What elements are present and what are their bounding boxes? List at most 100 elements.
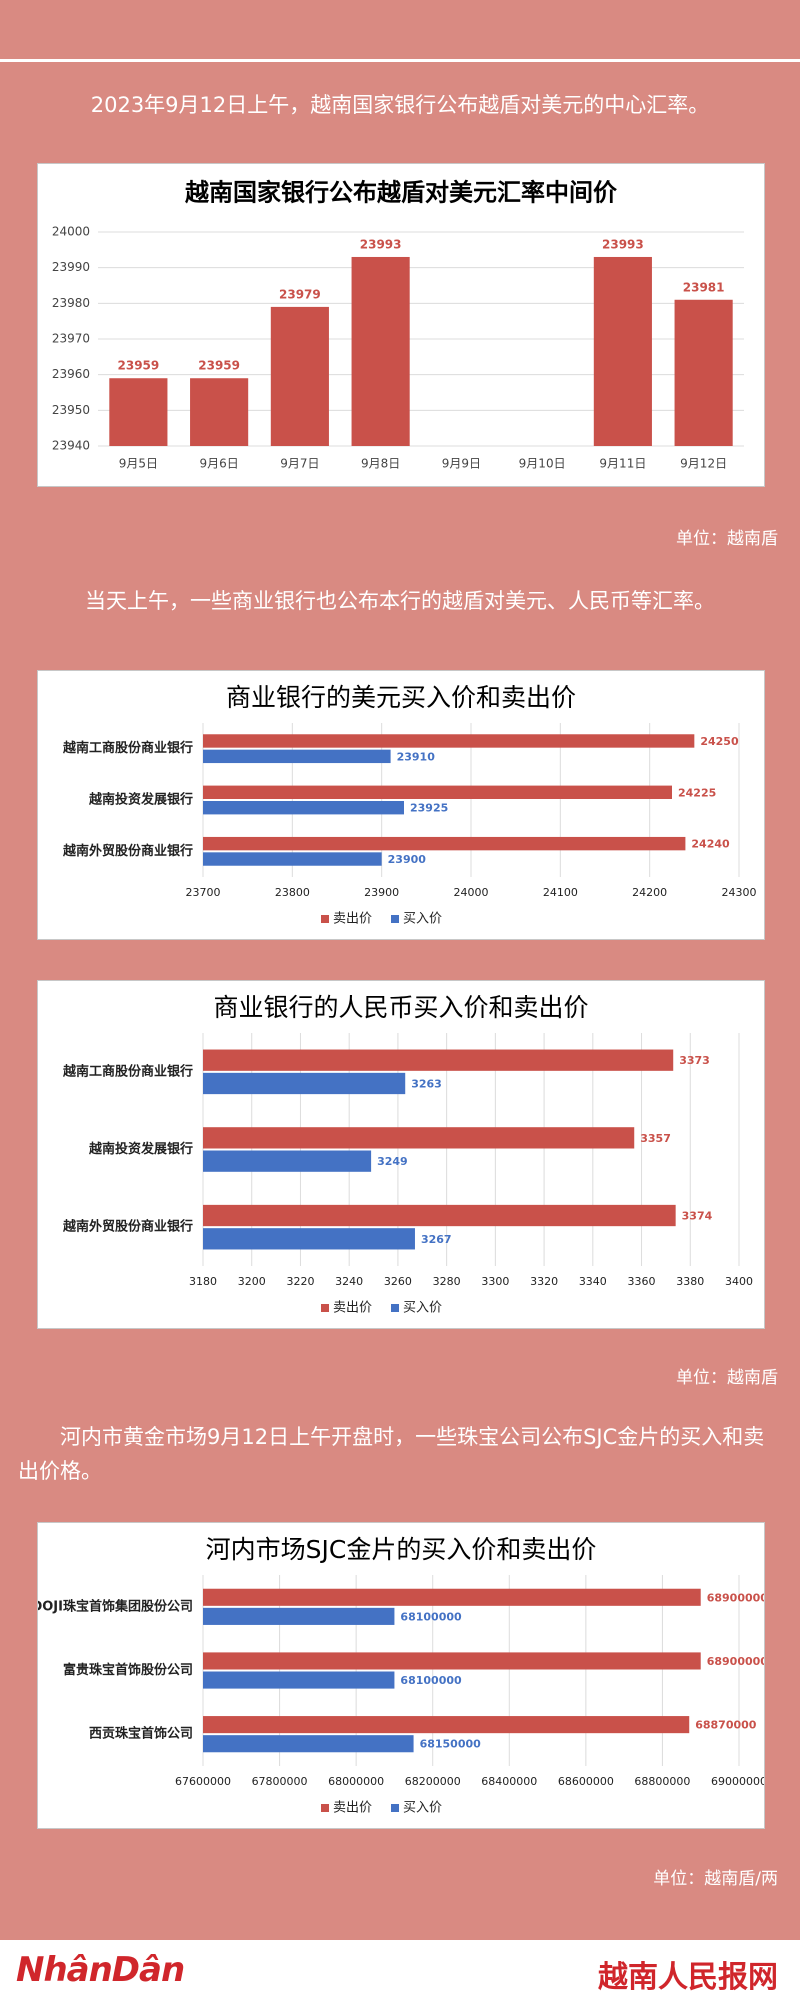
- bar: [203, 1735, 414, 1753]
- category-label: 越南外贸股份商业银行: [62, 1219, 193, 1235]
- category-label: DOJI珠宝首饰集团股份公司: [38, 1598, 193, 1614]
- x-tick-label: 3320: [530, 1275, 558, 1288]
- x-tick-label: 23800: [275, 886, 310, 899]
- x-tick-label: 3220: [286, 1275, 314, 1288]
- y-tick-label: 23940: [52, 439, 90, 453]
- chart-title: 越南国家银行公布越盾对美元汇率中间价: [185, 178, 618, 207]
- legend-swatch: [321, 1804, 329, 1812]
- intro: 河内市黄金市场9月12日上午开盘时，一些珠宝公司公布SJC金片的买入和卖出价格。: [18, 1425, 765, 1483]
- bar: [109, 378, 168, 446]
- x-tick-label: 3280: [433, 1275, 461, 1288]
- x-tick-label: 3360: [628, 1275, 656, 1288]
- bar: [203, 1150, 372, 1172]
- value-label: 3249: [377, 1155, 408, 1168]
- x-tick-label: 3300: [481, 1275, 509, 1288]
- value-label: 23993: [602, 237, 644, 251]
- x-tick-label: 68800000: [634, 1775, 690, 1788]
- bar: [203, 1228, 415, 1250]
- chart-title: 河内市场SJC金片的买入价和卖出价: [206, 1535, 597, 1564]
- bar: [674, 299, 733, 446]
- x-tick-label: 9月6日: [199, 457, 238, 471]
- footer: NhânDân 越南人民报网: [0, 1940, 800, 2000]
- chart-card: 商业银行的人民币买入价和卖出价 3180 3200 3220 3240 3260 3280 3…: [37, 980, 765, 1329]
- x-tick-label: 9月11日: [599, 457, 646, 471]
- x-tick-label: 9月12日: [680, 457, 727, 471]
- category-label: 越南投资发展银行: [88, 1141, 193, 1157]
- y-tick-label: 23970: [52, 332, 90, 346]
- y-tick-label: 24000: [52, 225, 90, 239]
- y-tick-label: 23950: [52, 403, 90, 417]
- chart: 河内市场SJC金片的买入价和卖出价 67600000 67800000 6800000…: [31, 1535, 768, 1816]
- legend-swatch: [391, 1304, 399, 1312]
- value-label: 3267: [421, 1233, 452, 1246]
- x-tick-label: 3400: [725, 1275, 753, 1288]
- value-label: 68100000: [400, 1674, 462, 1687]
- bar: [203, 801, 404, 815]
- unit-note: 单位：越南盾: [676, 1368, 778, 1388]
- bar: [203, 749, 391, 764]
- value-label: 3374: [682, 1210, 713, 1223]
- x-tick-label: 24300: [722, 886, 757, 899]
- value-label: 3373: [679, 1054, 710, 1067]
- x-tick-label: 24000: [454, 886, 489, 899]
- bar: [203, 1716, 690, 1734]
- chart-title: 商业银行的人民币买入价和卖出价: [213, 993, 588, 1022]
- x-tick-label: 3260: [384, 1275, 412, 1288]
- value-label: 3357: [640, 1132, 671, 1145]
- category-label: 富贵珠宝首饰股份公司: [63, 1662, 193, 1678]
- chart-card: 商业银行的美元买入价和卖出价 23700 23800 23900 24000 24100 2…: [37, 670, 765, 940]
- bar: [593, 256, 652, 446]
- legend-label: 买入价: [403, 1801, 442, 1816]
- bar: [203, 1607, 395, 1625]
- chart: 商业银行的美元买入价和卖出价 23700 23800 23900 24000 24100 2…: [62, 683, 757, 927]
- bar: [203, 1204, 676, 1227]
- x-tick-label: 67800000: [252, 1775, 308, 1788]
- x-tick-label: 9月8日: [361, 457, 400, 471]
- value-label: 24225: [678, 786, 716, 799]
- value-label: 23959: [198, 359, 240, 373]
- value-label: 24240: [691, 838, 730, 851]
- value-label: 68900000: [707, 1591, 764, 1604]
- value-label: 23910: [397, 750, 436, 763]
- bar: [203, 734, 695, 748]
- legend-swatch: [321, 915, 329, 923]
- x-tick-label: 23900: [364, 886, 399, 899]
- category-label: 越南投资发展银行: [88, 792, 193, 808]
- value-label: 68870000: [695, 1719, 757, 1732]
- y-tick-label: 23990: [52, 260, 90, 274]
- legend-swatch: [391, 915, 399, 923]
- value-label: 23959: [118, 359, 160, 373]
- chart-card: 越南国家银行公布越盾对美元汇率中间价 23940 23950 23960 23970 23…: [37, 163, 765, 487]
- value-label: 3263: [411, 1077, 442, 1090]
- bar: [203, 1671, 395, 1689]
- value-label: 24250: [700, 735, 739, 748]
- x-tick-label: 68600000: [558, 1775, 614, 1788]
- value-label: 23900: [388, 853, 427, 866]
- x-tick-label: 24100: [543, 886, 578, 899]
- bar: [203, 1049, 674, 1071]
- x-tick-label: 9月9日: [442, 457, 481, 471]
- chart-title: 商业银行的美元买入价和卖出价: [226, 683, 576, 712]
- value-label: 68150000: [420, 1738, 482, 1751]
- legend-label: 卖出价: [333, 1801, 372, 1816]
- chart: 商业银行的人民币买入价和卖出价 3180 3200 3220 3240 3260 3280 3…: [62, 993, 753, 1316]
- x-tick-label: 68400000: [481, 1775, 537, 1788]
- intro: 2023年9月12日上午，越南国家银行公布越盾对美元的中心汇率。: [90, 93, 710, 117]
- value-label: 23981: [683, 280, 725, 294]
- x-tick-label: 3240: [335, 1275, 363, 1288]
- value-label: 68100000: [400, 1610, 462, 1623]
- top-rule: [0, 59, 800, 62]
- bar: [203, 1127, 635, 1149]
- value-label: 23925: [410, 802, 448, 815]
- x-tick-label: 3380: [676, 1275, 704, 1288]
- x-tick-label: 3180: [189, 1275, 217, 1288]
- legend-label: 卖出价: [333, 1301, 372, 1316]
- bar: [203, 852, 382, 866]
- legend-swatch: [391, 1804, 399, 1812]
- bar: [203, 1652, 701, 1670]
- x-tick-label: 68200000: [405, 1775, 461, 1788]
- unit-note: 单位：越南盾: [676, 529, 778, 549]
- value-label: 23979: [279, 287, 321, 301]
- category-label: 西贡珠宝首饰公司: [89, 1726, 193, 1742]
